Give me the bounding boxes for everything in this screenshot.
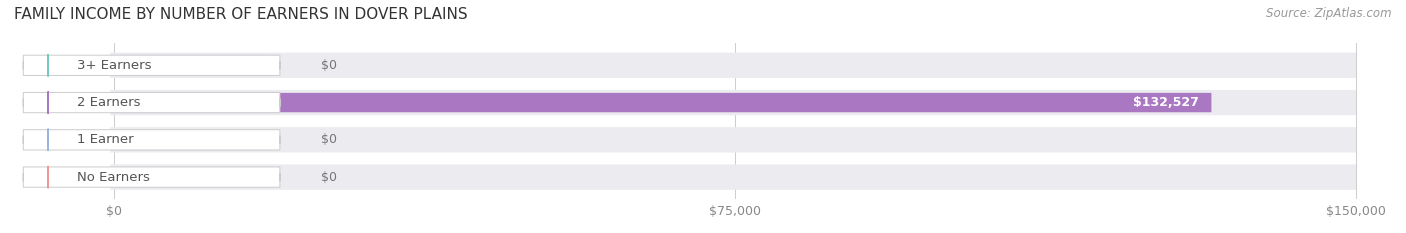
FancyBboxPatch shape bbox=[110, 53, 1355, 78]
Text: FAMILY INCOME BY NUMBER OF EARNERS IN DOVER PLAINS: FAMILY INCOME BY NUMBER OF EARNERS IN DO… bbox=[14, 7, 468, 22]
Text: $0: $0 bbox=[322, 171, 337, 184]
FancyBboxPatch shape bbox=[24, 55, 280, 75]
FancyBboxPatch shape bbox=[110, 167, 259, 187]
Text: $0: $0 bbox=[322, 59, 337, 72]
FancyBboxPatch shape bbox=[110, 127, 1355, 153]
Text: $132,527: $132,527 bbox=[1133, 96, 1199, 109]
FancyBboxPatch shape bbox=[110, 164, 1355, 190]
FancyBboxPatch shape bbox=[110, 130, 259, 150]
Text: $0: $0 bbox=[322, 133, 337, 146]
FancyBboxPatch shape bbox=[24, 167, 280, 187]
FancyBboxPatch shape bbox=[110, 56, 259, 75]
Text: No Earners: No Earners bbox=[77, 171, 150, 184]
FancyBboxPatch shape bbox=[24, 93, 280, 113]
Text: Source: ZipAtlas.com: Source: ZipAtlas.com bbox=[1267, 7, 1392, 20]
FancyBboxPatch shape bbox=[24, 130, 280, 150]
FancyBboxPatch shape bbox=[110, 90, 1355, 115]
Text: 2 Earners: 2 Earners bbox=[77, 96, 141, 109]
Text: 1 Earner: 1 Earner bbox=[77, 133, 134, 146]
Text: 3+ Earners: 3+ Earners bbox=[77, 59, 152, 72]
FancyBboxPatch shape bbox=[110, 93, 1212, 112]
